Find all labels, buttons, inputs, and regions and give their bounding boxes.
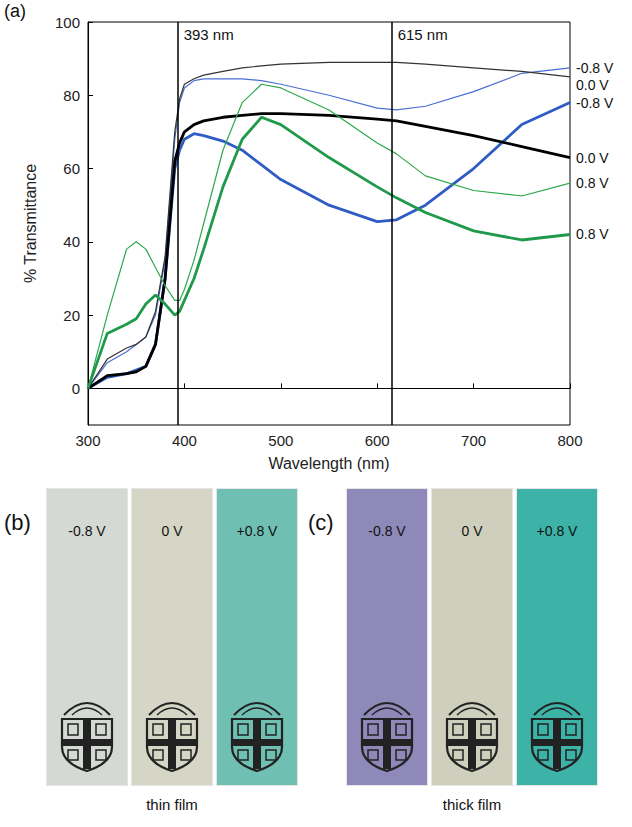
- svg-text:-0.8 V: -0.8 V: [576, 95, 614, 111]
- html-text:+0.8 V: +0.8 V: [236, 523, 278, 539]
- svg-text:0.8 V: 0.8 V: [576, 226, 609, 242]
- svg-text:0.0 V: 0.0 V: [576, 150, 609, 166]
- svg-text:Wavelength (nm): Wavelength (nm): [268, 455, 389, 472]
- svg-text:300: 300: [75, 432, 100, 449]
- svg-text:60: 60: [63, 160, 80, 177]
- svg-text:700: 700: [461, 432, 486, 449]
- svg-text:615 nm: 615 nm: [398, 26, 448, 43]
- svg-text:0.0 V: 0.0 V: [576, 77, 609, 93]
- svg-text:100: 100: [55, 14, 80, 31]
- html-text:(c): (c): [308, 510, 334, 535]
- svg-text:0: 0: [72, 380, 80, 397]
- svg-text:500: 500: [268, 432, 293, 449]
- html-text:thin film: thin film: [146, 796, 198, 813]
- svg-text:-0.8 V: -0.8 V: [576, 60, 614, 76]
- html-text:+0.8 V: +0.8 V: [536, 523, 578, 539]
- svg-text:40: 40: [63, 233, 80, 250]
- svg-text:20: 20: [63, 307, 80, 324]
- html-text:thick film: thick film: [442, 796, 502, 813]
- html-text:0 V: 0 V: [161, 523, 183, 539]
- svg-text:80: 80: [63, 87, 80, 104]
- svg-text:800: 800: [557, 432, 582, 449]
- svg-text:% Transmittance: % Transmittance: [22, 164, 39, 283]
- svg-text:393 nm: 393 nm: [184, 26, 234, 43]
- html-text:(b): (b): [4, 510, 31, 535]
- svg-text:(a): (a): [4, 1, 26, 21]
- svg-text:0.8 V: 0.8 V: [576, 175, 609, 191]
- svg-text:400: 400: [172, 432, 197, 449]
- html-text:0 V: 0 V: [461, 523, 483, 539]
- html-text:-0.8 V: -0.8 V: [68, 523, 106, 539]
- svg-text:600: 600: [365, 432, 390, 449]
- html-text:-0.8 V: -0.8 V: [368, 523, 406, 539]
